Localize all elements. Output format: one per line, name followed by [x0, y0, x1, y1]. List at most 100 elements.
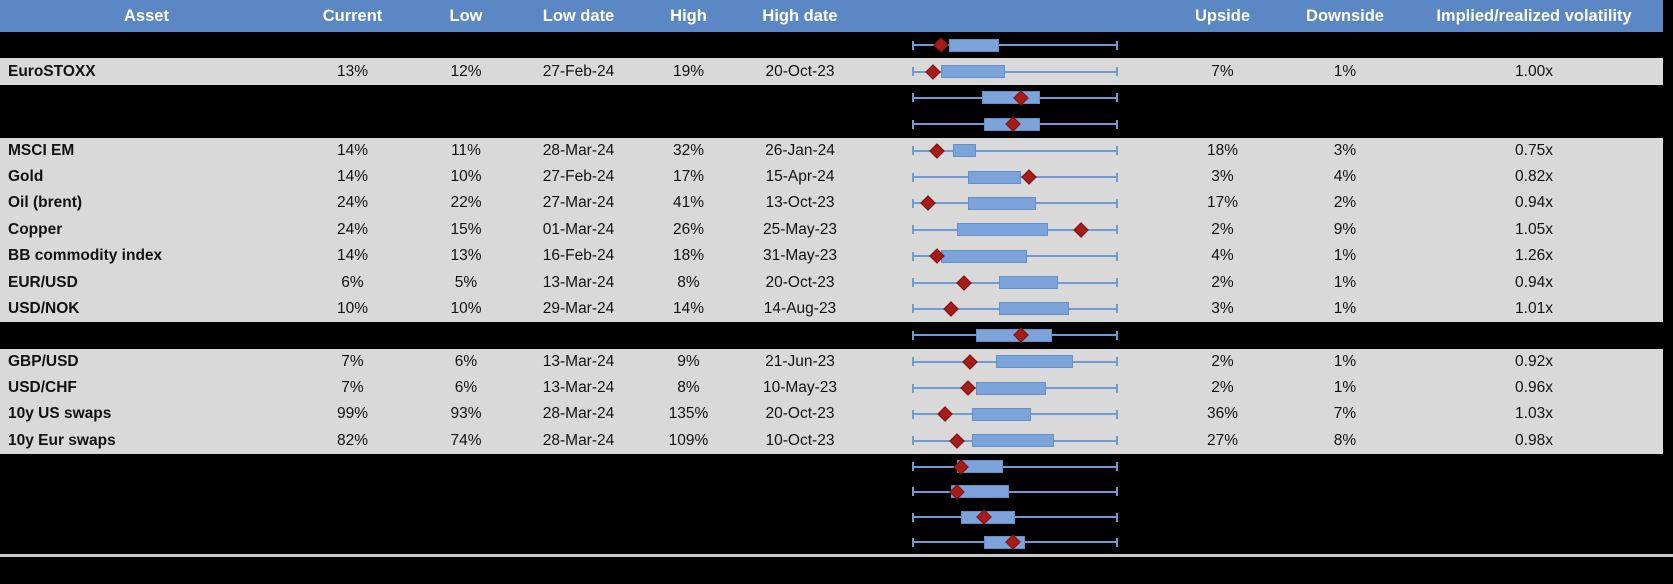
cell-current[interactable]: 7%	[341, 379, 364, 397]
cell-implied-realized[interactable]: 1.01x	[1515, 299, 1553, 317]
cell-current[interactable]: 10%	[336, 299, 369, 317]
cell-downside[interactable]: 1%	[1333, 247, 1357, 265]
cell-upside[interactable]: 4%	[1211, 247, 1234, 265]
cell-asset[interactable]: 10y Eur swaps	[8, 431, 116, 449]
col-header-upside[interactable]: Upside	[1194, 6, 1250, 25]
cell-implied-realized[interactable]: 1.05x	[1515, 220, 1553, 238]
cell-asset[interactable]: EUR/USD	[8, 273, 78, 291]
cell-upside[interactable]: 3%	[1211, 299, 1234, 317]
cell-low[interactable]: 6%	[454, 352, 478, 370]
cell-asset[interactable]: Oil (brent)	[8, 194, 83, 212]
cell-asset[interactable]: USD/CHF	[8, 379, 77, 397]
cell-low-date[interactable]: 27-Feb-24	[542, 62, 615, 80]
cell-high-date[interactable]: 21-Jun-23	[765, 352, 835, 370]
cell-high[interactable]: 41%	[672, 194, 705, 212]
cell-high-date[interactable]: 15-Apr-24	[765, 168, 835, 186]
cell-high[interactable]: 9%	[677, 352, 700, 370]
cell-implied-realized[interactable]: 0.82x	[1515, 168, 1553, 186]
cell-upside[interactable]: 7%	[1211, 62, 1234, 80]
cell-asset[interactable]: USD/NOK	[8, 299, 80, 317]
cell-current[interactable]: 6%	[341, 273, 364, 291]
cell-low-date[interactable]: 16-Feb-24	[542, 247, 615, 265]
cell-downside[interactable]: 3%	[1333, 141, 1357, 159]
cell-low[interactable]: 13%	[450, 247, 482, 265]
cell-low[interactable]: 10%	[450, 168, 482, 186]
cell-current[interactable]: 14%	[336, 247, 369, 265]
cell-high[interactable]: 18%	[672, 247, 705, 265]
cell-high[interactable]: 8%	[677, 379, 700, 397]
cell-downside[interactable]: 2%	[1333, 194, 1357, 212]
col-header-high[interactable]: High	[670, 6, 707, 25]
cell-asset[interactable]: GBP/USD	[8, 352, 79, 370]
cell-low-date[interactable]: 01-Mar-24	[542, 220, 615, 238]
cell-asset[interactable]: Gold	[8, 168, 44, 186]
cell-low-date[interactable]: 13-Mar-24	[542, 352, 615, 370]
cell-low[interactable]: 10%	[450, 299, 482, 317]
cell-low-date[interactable]: 13-Mar-24	[542, 273, 615, 291]
cell-high[interactable]: 26%	[672, 220, 705, 238]
cell-current[interactable]: 82%	[336, 431, 369, 449]
col-header-high-date[interactable]: High date	[762, 6, 838, 25]
cell-downside[interactable]: 1%	[1333, 299, 1357, 317]
cell-asset[interactable]: EuroSTOXX	[8, 62, 96, 80]
cell-upside[interactable]: 2%	[1211, 273, 1234, 291]
cell-low[interactable]: 6%	[454, 379, 478, 397]
cell-high-date[interactable]: 25-May-23	[762, 220, 838, 238]
col-header-current[interactable]: Current	[322, 6, 383, 25]
col-header-implied-realized[interactable]: Implied/realized volatility	[1436, 6, 1632, 25]
cell-current[interactable]: 7%	[341, 352, 364, 370]
cell-low-date[interactable]: 27-Feb-24	[542, 168, 615, 186]
cell-upside[interactable]: 17%	[1206, 194, 1239, 212]
col-header-downside[interactable]: Downside	[1306, 6, 1384, 25]
cell-implied-realized[interactable]: 0.75x	[1515, 141, 1553, 159]
cell-downside[interactable]: 1%	[1333, 379, 1357, 397]
cell-implied-realized[interactable]: 0.92x	[1515, 352, 1553, 370]
cell-high-date[interactable]: 10-Oct-23	[765, 431, 835, 449]
cell-asset[interactable]: 10y US swaps	[8, 405, 112, 423]
cell-low[interactable]: 74%	[450, 431, 482, 449]
cell-high[interactable]: 109%	[668, 431, 709, 449]
cell-high-date[interactable]: 20-Oct-23	[765, 273, 835, 291]
cell-low-date[interactable]: 29-Mar-24	[542, 299, 615, 317]
cell-high-date[interactable]: 13-Oct-23	[765, 194, 835, 212]
cell-current[interactable]: 14%	[336, 141, 369, 159]
col-header-low[interactable]: Low	[449, 6, 483, 25]
cell-high-date[interactable]: 20-Oct-23	[765, 62, 835, 80]
cell-upside[interactable]: 2%	[1211, 352, 1234, 370]
cell-low[interactable]: 5%	[454, 273, 478, 291]
cell-high-date[interactable]: 26-Jan-24	[765, 141, 835, 159]
cell-current[interactable]: 13%	[336, 62, 369, 80]
cell-implied-realized[interactable]: 0.96x	[1515, 379, 1553, 397]
cell-upside[interactable]: 2%	[1211, 379, 1234, 397]
cell-high[interactable]: 32%	[672, 141, 705, 159]
cell-asset[interactable]: BB commodity index	[8, 247, 163, 265]
cell-downside[interactable]: 8%	[1333, 431, 1357, 449]
cell-implied-realized[interactable]: 1.03x	[1515, 405, 1553, 423]
cell-implied-realized[interactable]: 0.94x	[1515, 194, 1553, 212]
cell-upside[interactable]: 3%	[1211, 168, 1234, 186]
cell-low-date[interactable]: 28-Mar-24	[542, 141, 615, 159]
cell-high-date[interactable]: 20-Oct-23	[765, 405, 835, 423]
cell-high[interactable]: 14%	[672, 299, 705, 317]
cell-downside[interactable]: 9%	[1333, 220, 1357, 238]
cell-high[interactable]: 19%	[672, 62, 705, 80]
cell-low[interactable]: 12%	[450, 62, 482, 80]
cell-implied-realized[interactable]: 0.94x	[1515, 273, 1553, 291]
cell-downside[interactable]: 1%	[1333, 62, 1357, 80]
cell-implied-realized[interactable]: 1.26x	[1515, 247, 1553, 265]
cell-current[interactable]: 14%	[336, 168, 369, 186]
cell-upside[interactable]: 18%	[1206, 141, 1239, 159]
cell-low-date[interactable]: 13-Mar-24	[542, 379, 615, 397]
cell-high-date[interactable]: 14-Aug-23	[763, 299, 837, 317]
cell-downside[interactable]: 7%	[1333, 405, 1357, 423]
cell-high[interactable]: 17%	[672, 168, 705, 186]
cell-high-date[interactable]: 10-May-23	[762, 379, 838, 397]
cell-high-date[interactable]: 31-May-23	[762, 247, 838, 265]
cell-low-date[interactable]: 28-Mar-24	[542, 431, 615, 449]
cell-low-date[interactable]: 28-Mar-24	[542, 405, 615, 423]
col-header-low-date[interactable]: Low date	[542, 6, 615, 25]
cell-upside[interactable]: 27%	[1206, 431, 1239, 449]
cell-current[interactable]: 99%	[336, 405, 369, 423]
cell-low[interactable]: 22%	[450, 194, 482, 212]
cell-low-date[interactable]: 27-Mar-24	[542, 194, 615, 212]
